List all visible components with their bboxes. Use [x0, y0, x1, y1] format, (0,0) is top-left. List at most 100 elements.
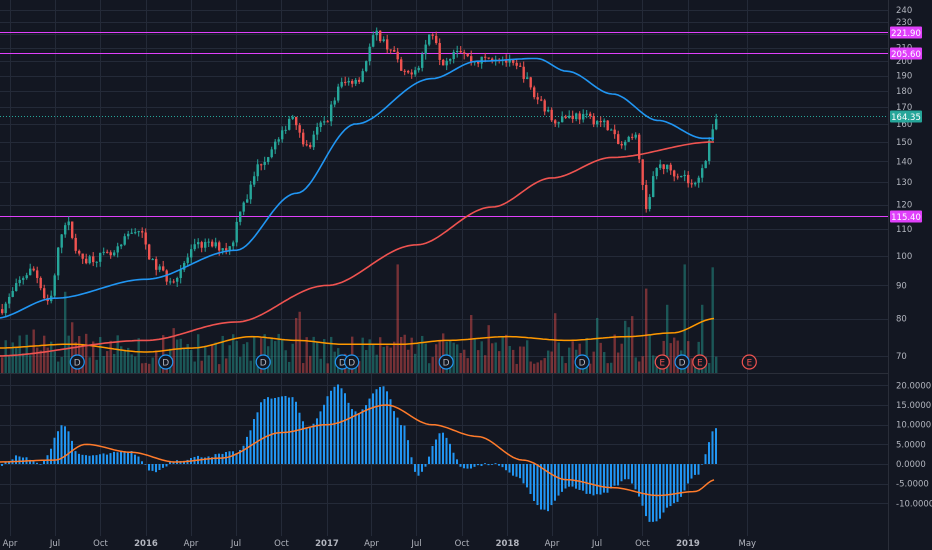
candle-body[interactable] [417, 67, 420, 71]
candle-body[interactable] [645, 184, 648, 210]
candle-body[interactable] [221, 248, 224, 251]
candle-body[interactable] [211, 241, 214, 247]
candle-body[interactable] [190, 249, 193, 258]
candle-body[interactable] [29, 268, 32, 276]
candle-body[interactable] [631, 136, 634, 138]
candle-body[interactable] [239, 211, 242, 222]
candle-body[interactable] [277, 139, 280, 142]
candle-body[interactable] [561, 116, 564, 123]
candle-body[interactable] [389, 49, 392, 51]
candle-body[interactable] [704, 160, 707, 169]
candle-body[interactable] [543, 100, 546, 112]
candle-body[interactable] [585, 113, 588, 115]
candle-body[interactable] [347, 80, 350, 83]
candle-body[interactable] [351, 80, 354, 84]
dividend-marker[interactable]: D [158, 354, 174, 370]
candle-body[interactable] [232, 242, 235, 247]
candle-body[interactable] [613, 129, 616, 135]
candle-body[interactable] [36, 270, 39, 278]
candle-body[interactable] [424, 44, 427, 55]
candle-body[interactable] [428, 34, 431, 45]
candle-body[interactable] [169, 281, 172, 283]
candle-body[interactable] [214, 242, 217, 247]
candle-body[interactable] [15, 283, 18, 291]
candle-body[interactable] [319, 122, 322, 128]
candle-body[interactable] [396, 51, 399, 60]
candle-body[interactable] [414, 70, 417, 75]
candle-body[interactable] [312, 134, 315, 148]
candle-body[interactable] [659, 164, 662, 168]
candle-body[interactable] [361, 71, 364, 82]
candle-body[interactable] [648, 197, 651, 210]
candle-body[interactable] [43, 288, 46, 299]
candle-body[interactable] [589, 113, 592, 117]
candle-body[interactable] [18, 279, 21, 284]
candle-body[interactable] [624, 141, 627, 146]
candle-body[interactable] [102, 251, 105, 253]
candle-body[interactable] [711, 129, 714, 141]
candle-body[interactable] [452, 51, 455, 59]
candle-body[interactable] [242, 202, 245, 212]
candle-body[interactable] [715, 119, 718, 130]
candle-body[interactable] [267, 157, 270, 162]
candle-body[interactable] [512, 59, 515, 63]
candle-body[interactable] [617, 134, 620, 144]
candle-body[interactable] [302, 132, 305, 145]
dividend-marker[interactable]: D [69, 354, 85, 370]
candle-body[interactable] [536, 97, 539, 100]
candle-body[interactable] [165, 270, 168, 282]
candle-body[interactable] [120, 244, 123, 247]
candle-body[interactable] [358, 79, 361, 82]
candle-body[interactable] [508, 59, 511, 63]
candle-body[interactable] [270, 149, 273, 158]
candle-body[interactable] [683, 174, 686, 177]
candle-body[interactable] [445, 60, 448, 66]
candle-body[interactable] [599, 121, 602, 123]
candle-body[interactable] [228, 246, 231, 251]
candle-body[interactable] [480, 56, 483, 64]
candlesticks[interactable] [1, 27, 718, 318]
candle-body[interactable] [291, 116, 294, 119]
candle-body[interactable] [610, 129, 613, 131]
candle-body[interactable] [596, 121, 599, 125]
candle-body[interactable] [204, 242, 207, 248]
candle-body[interactable] [323, 121, 326, 123]
candle-body[interactable] [575, 113, 578, 120]
candle-body[interactable] [179, 269, 182, 278]
candle-body[interactable] [407, 70, 410, 73]
candle-body[interactable] [88, 256, 91, 264]
earnings-marker[interactable]: E [741, 354, 757, 370]
candle-body[interactable] [641, 159, 644, 185]
candle-body[interactable] [666, 164, 669, 169]
candle-body[interactable] [39, 277, 42, 289]
candle-body[interactable] [274, 141, 277, 150]
candle-body[interactable] [519, 65, 522, 67]
candle-body[interactable] [449, 58, 452, 61]
candle-body[interactable] [330, 104, 333, 122]
dividend-marker[interactable]: D [674, 354, 690, 370]
candle-body[interactable] [11, 290, 14, 297]
candle-body[interactable] [456, 50, 459, 52]
candle-body[interactable] [249, 184, 252, 200]
candle-body[interactable] [459, 50, 462, 53]
candle-body[interactable] [344, 81, 347, 83]
candle-body[interactable] [144, 232, 147, 245]
candle-body[interactable] [253, 176, 256, 185]
candle-body[interactable] [148, 244, 151, 260]
dividend-marker[interactable]: D [574, 354, 590, 370]
candle-body[interactable] [197, 242, 200, 245]
candle-body[interactable] [463, 52, 466, 54]
candle-body[interactable] [57, 247, 60, 276]
candle-body[interactable] [403, 70, 406, 72]
candle-body[interactable] [67, 221, 70, 226]
candle-body[interactable] [365, 61, 368, 72]
earnings-marker[interactable]: E [692, 354, 708, 370]
candle-body[interactable] [281, 130, 284, 140]
candle-body[interactable] [137, 231, 140, 233]
candle-body[interactable] [421, 54, 424, 68]
candle-body[interactable] [78, 250, 81, 254]
candle-body[interactable] [64, 225, 67, 235]
candle-body[interactable] [701, 168, 704, 178]
candle-body[interactable] [655, 167, 658, 177]
